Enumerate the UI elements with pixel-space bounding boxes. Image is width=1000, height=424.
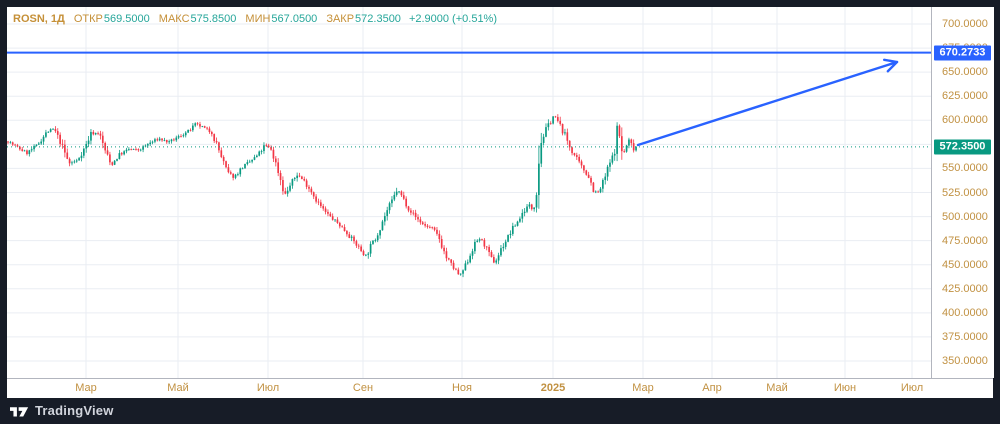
x-axis-tick: Сен bbox=[352, 382, 374, 394]
tradingview-logo-link[interactable]: TradingView bbox=[10, 403, 114, 418]
x-axis-tick: Ноя bbox=[451, 382, 473, 394]
x-axis-tick: Май bbox=[167, 382, 189, 394]
price-axis[interactable]: 670.2733 572.3500 700.0000675.0000650.00… bbox=[931, 7, 994, 378]
x-axis-tick: 2025 bbox=[540, 382, 566, 394]
x-axis-tick: Мар bbox=[75, 382, 97, 394]
y-axis-tick: 425.0000 bbox=[942, 282, 988, 295]
price-pane[interactable] bbox=[7, 7, 931, 378]
y-axis-tick: 550.0000 bbox=[942, 162, 988, 175]
y-axis-tick: 600.0000 bbox=[942, 114, 988, 127]
x-axis-tick: Июн bbox=[833, 382, 857, 394]
change-value: +2.9000 (+0.51%) bbox=[408, 13, 498, 25]
y-axis-tick: 500.0000 bbox=[942, 210, 988, 223]
bottom-bar: TradingView bbox=[0, 397, 1000, 424]
time-axis[interactable]: Мар Май Июл Сен Ноя 2025 Мар Апр Май Июн Июл bbox=[7, 378, 993, 398]
ohlc-legend: ROSN, 1Д ОТКР569.5000 МАКС575.8500 МИН567.0… bbox=[13, 12, 497, 26]
legend-field-label: ОТКР bbox=[73, 13, 103, 25]
x-axis-tick: Апр bbox=[702, 382, 722, 394]
y-axis-tick: 400.0000 bbox=[942, 306, 988, 319]
legend-field-label: МАКС bbox=[158, 13, 190, 25]
y-axis-tick: 375.0000 bbox=[942, 330, 988, 343]
legend-field-value: 575.8500 bbox=[190, 13, 237, 25]
x-axis-tick: Мар bbox=[632, 382, 654, 394]
x-axis-tick: Май bbox=[766, 382, 788, 394]
y-axis-tick: 650.0000 bbox=[942, 66, 988, 79]
legend-field-label: МИН bbox=[245, 13, 271, 25]
last-price-label: 572.3500 bbox=[934, 139, 991, 155]
legend-field-value: 569.5000 bbox=[103, 13, 150, 25]
y-axis-tick: 525.0000 bbox=[942, 186, 988, 199]
chart-area: ROSN, 1Д ОТКР569.5000 МАКС575.8500 МИН567.0… bbox=[7, 7, 994, 398]
y-axis-tick: 475.0000 bbox=[942, 234, 988, 247]
legend-field-value: 572.3500 bbox=[355, 13, 401, 25]
tradingview-logo-icon bbox=[10, 407, 29, 417]
tradingview-logo-text: TradingView bbox=[35, 403, 114, 418]
level-price-label: 670.2733 bbox=[934, 45, 991, 61]
y-axis-tick: 700.0000 bbox=[942, 18, 988, 30]
symbol-title: ROSN, 1Д bbox=[13, 13, 65, 25]
y-axis-tick: 625.0000 bbox=[942, 90, 988, 103]
y-axis-tick: 350.0000 bbox=[942, 355, 988, 367]
y-axis-tick: 450.0000 bbox=[942, 258, 988, 271]
candlestick-chart[interactable] bbox=[7, 7, 931, 378]
x-axis-tick: Июл bbox=[256, 382, 280, 394]
legend-field-value: 567.0500 bbox=[271, 13, 318, 25]
x-axis-tick: Июл bbox=[900, 382, 924, 394]
legend-field-label: ЗАКР bbox=[326, 13, 355, 25]
